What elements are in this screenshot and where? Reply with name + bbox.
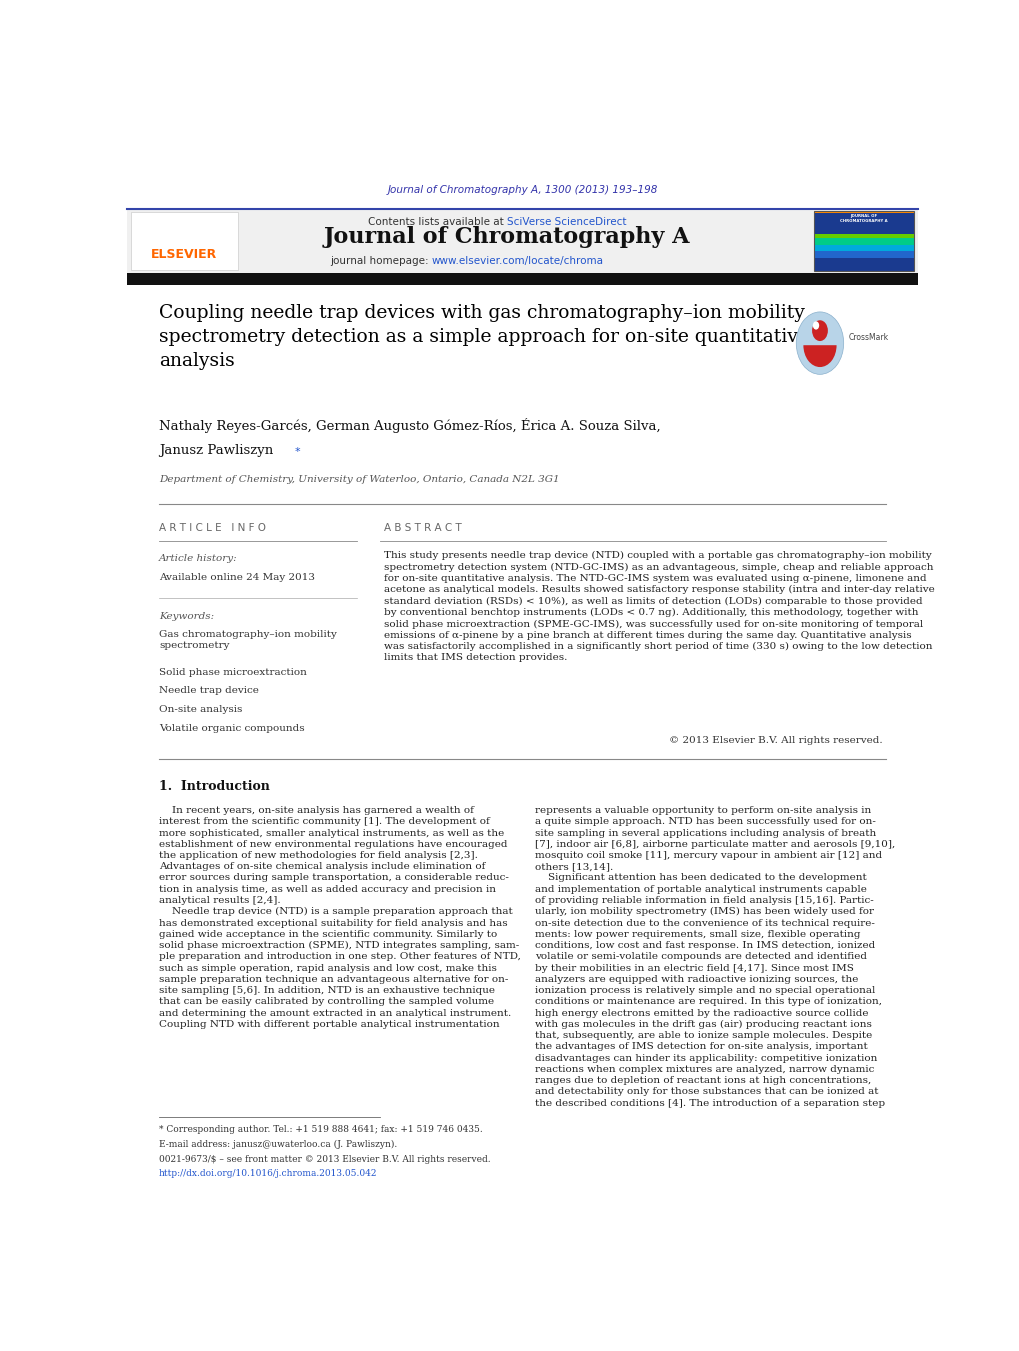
Text: www.elsevier.com/locate/chroma: www.elsevier.com/locate/chroma (431, 257, 603, 266)
Text: On-site analysis: On-site analysis (159, 705, 243, 715)
Text: Available online 24 May 2013: Available online 24 May 2013 (159, 573, 315, 582)
Bar (813, 238, 913, 242)
Bar (813, 245, 913, 247)
Text: Volatile organic compounds: Volatile organic compounds (159, 724, 305, 732)
Text: http://dx.doi.org/10.1016/j.chroma.2013.05.042: http://dx.doi.org/10.1016/j.chroma.2013.… (159, 1169, 377, 1178)
Bar (813, 242, 913, 245)
Text: Keywords:: Keywords: (159, 612, 214, 620)
Circle shape (811, 320, 827, 340)
Text: Journal of Chromatography A: Journal of Chromatography A (323, 226, 690, 249)
Bar (813, 251, 913, 254)
Bar (127, 209, 917, 273)
Text: Coupling needle trap devices with gas chromatography–ion mobility
spectrometry d: Coupling needle trap devices with gas ch… (159, 304, 808, 370)
Bar (813, 247, 913, 251)
Text: JOURNAL OF
CHROMATOGRAPHY A: JOURNAL OF CHROMATOGRAPHY A (840, 213, 887, 223)
Circle shape (812, 322, 818, 330)
Text: ⁎: ⁎ (294, 444, 301, 454)
Text: Nathaly Reyes-Garcés, German Augusto Gómez-Ríos, Érica A. Souza Silva,: Nathaly Reyes-Garcés, German Augusto Góm… (159, 417, 660, 434)
Bar (813, 254, 913, 258)
Text: CrossMark: CrossMark (848, 334, 888, 342)
Bar (813, 267, 913, 272)
Text: © 2013 Elsevier B.V. All rights reserved.: © 2013 Elsevier B.V. All rights reserved… (668, 736, 881, 746)
Text: A B S T R A C T: A B S T R A C T (384, 523, 462, 534)
Bar (813, 231, 913, 235)
Text: In recent years, on-site analysis has garnered a wealth of
interest from the sci: In recent years, on-site analysis has ga… (159, 807, 521, 1029)
Text: Gas chromatography–ion mobility
spectrometry: Gas chromatography–ion mobility spectrom… (159, 631, 336, 650)
Bar (813, 228, 913, 231)
Text: * Corresponding author. Tel.: +1 519 888 4641; fax: +1 519 746 0435.: * Corresponding author. Tel.: +1 519 888… (159, 1125, 482, 1135)
Text: journal homepage:: journal homepage: (329, 257, 431, 266)
Bar (813, 235, 913, 238)
Bar (813, 265, 913, 267)
Text: Journal of Chromatography A, 1300 (2013) 193–198: Journal of Chromatography A, 1300 (2013)… (387, 185, 657, 195)
Circle shape (796, 312, 843, 374)
Text: This study presents needle trap device (NTD) coupled with a portable gas chromat: This study presents needle trap device (… (384, 551, 934, 662)
Text: A R T I C L E   I N F O: A R T I C L E I N F O (159, 523, 266, 534)
Bar (131, 212, 238, 270)
Bar (813, 258, 913, 261)
Text: 1.  Introduction: 1. Introduction (159, 780, 270, 793)
Text: Contents lists available at: Contents lists available at (368, 218, 506, 227)
Text: Needle trap device: Needle trap device (159, 686, 259, 696)
Bar (813, 222, 913, 224)
Text: Solid phase microextraction: Solid phase microextraction (159, 667, 307, 677)
Bar (813, 211, 913, 215)
Bar (813, 213, 913, 234)
Wedge shape (803, 346, 836, 367)
Text: Article history:: Article history: (159, 554, 237, 563)
Text: E-mail address: janusz@uwaterloo.ca (J. Pawliszyn).: E-mail address: janusz@uwaterloo.ca (J. … (159, 1140, 397, 1150)
Bar (813, 211, 913, 272)
Text: Department of Chemistry, University of Waterloo, Ontario, Canada N2L 3G1: Department of Chemistry, University of W… (159, 476, 559, 484)
Text: 0021-9673/$ – see front matter © 2013 Elsevier B.V. All rights reserved.: 0021-9673/$ – see front matter © 2013 El… (159, 1155, 490, 1163)
Text: ELSEVIER: ELSEVIER (151, 249, 217, 261)
Bar (813, 224, 913, 228)
Bar (813, 261, 913, 265)
Text: Janusz Pawliszyn: Janusz Pawliszyn (159, 444, 273, 457)
Bar (813, 218, 913, 222)
Text: SciVerse ScienceDirect: SciVerse ScienceDirect (506, 218, 626, 227)
Bar (813, 215, 913, 218)
Text: represents a valuable opportunity to perform on-site analysis in
a quite simple : represents a valuable opportunity to per… (534, 807, 894, 1108)
Bar (127, 273, 917, 285)
